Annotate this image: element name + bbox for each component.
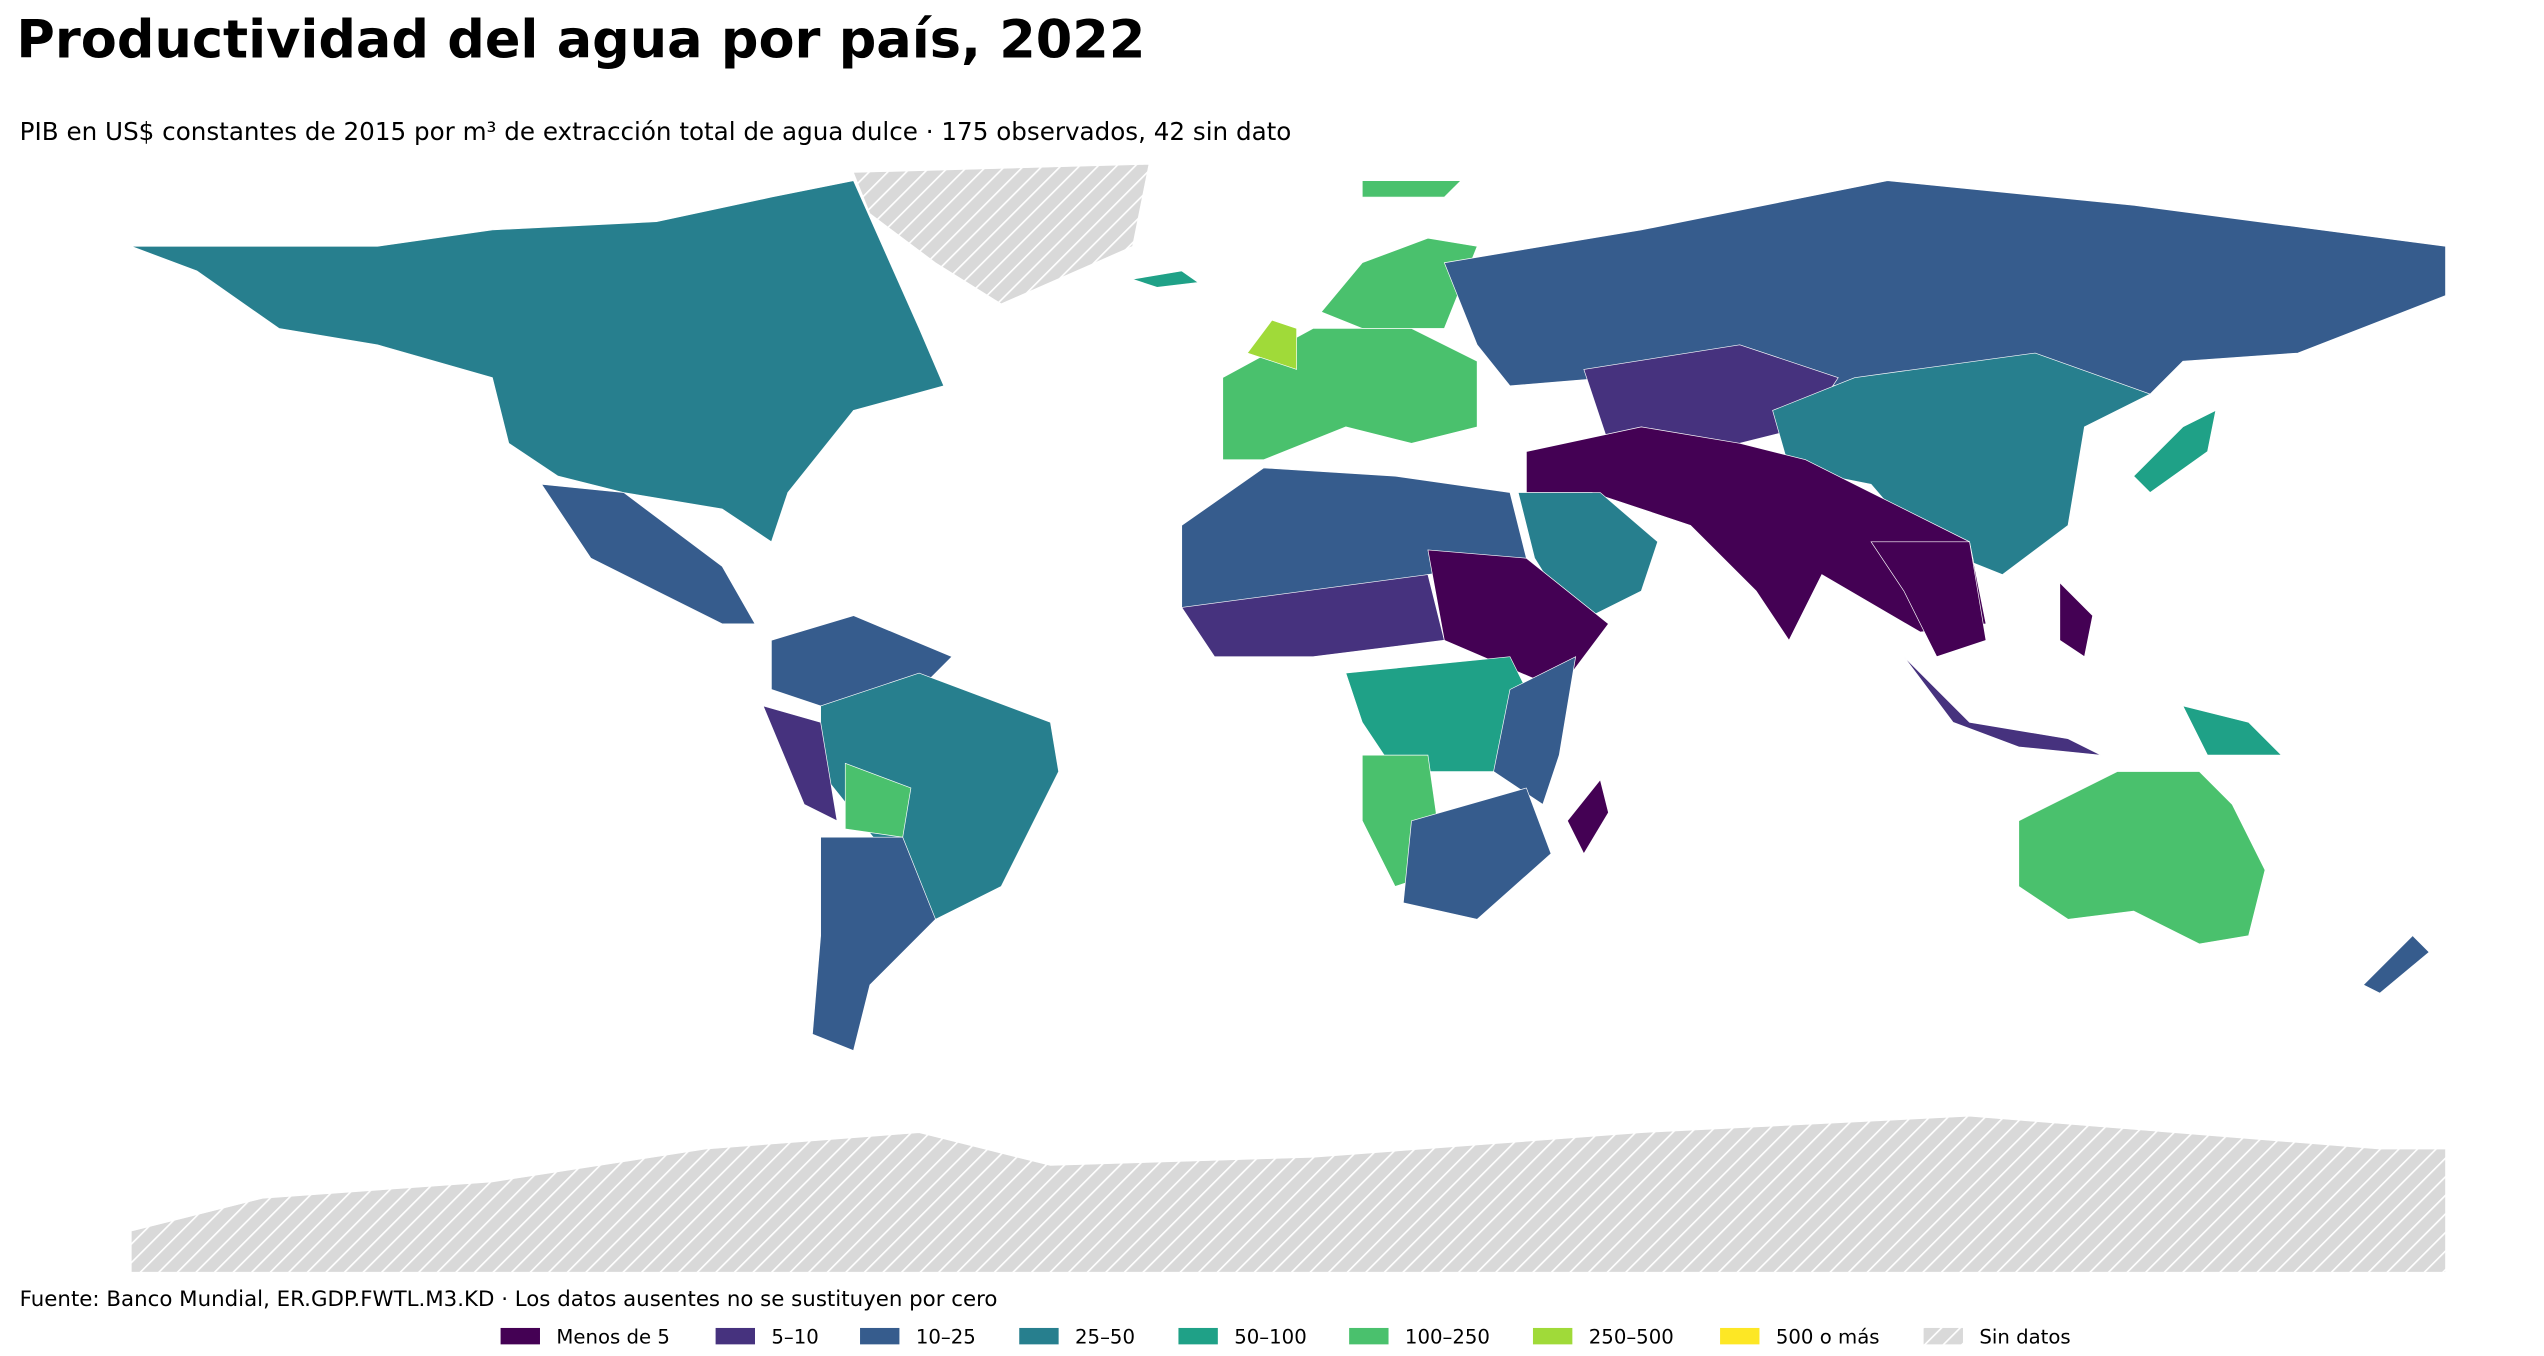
country [1526, 426, 1987, 641]
country [2133, 409, 2217, 493]
legend-swatch [1349, 1327, 1389, 1345]
legend-swatch [1178, 1327, 1218, 1345]
country [1443, 180, 2446, 403]
country [1517, 492, 1659, 625]
country [812, 836, 936, 1052]
country [1320, 237, 1478, 329]
country [852, 163, 1150, 305]
legend-swatch [860, 1327, 900, 1345]
map [130, 163, 2446, 1273]
legend-swatch [715, 1327, 755, 1345]
country [1870, 541, 1987, 658]
country [1402, 787, 1552, 920]
country [2018, 771, 2266, 945]
subtitle: PIB en US$ constantes de 2015 por m³ de … [20, 117, 1292, 146]
country [1903, 656, 2101, 756]
title: Productividad del agua por país, 2022 [16, 9, 1145, 70]
legend-label: 100–250 [1405, 1325, 1490, 1348]
legend-swatch [1923, 1327, 1963, 1345]
source-note: Fuente: Banco Mundial, ER.GDP.FWTL.M3.KD… [20, 1287, 998, 1312]
country [762, 705, 838, 822]
country [131, 180, 945, 543]
country [1493, 656, 1577, 805]
country [130, 1115, 2446, 1273]
country [1427, 549, 1609, 690]
legend-label: 250–500 [1589, 1325, 1674, 1348]
legend-label: 5–10 [771, 1325, 818, 1348]
country [1246, 319, 1297, 370]
legend-label: 50–100 [1234, 1325, 1306, 1348]
legend-label: 25–50 [1075, 1325, 1135, 1348]
country [540, 483, 756, 625]
country [1567, 779, 1609, 855]
legend-swatch [1019, 1327, 1059, 1345]
legend-label: 10–25 [916, 1325, 976, 1348]
legend-swatch [500, 1327, 540, 1345]
legend: Menos de 5 5–10 10–25 25–50 50–100 100–250 250… [500, 1325, 2071, 1348]
country [820, 672, 1059, 920]
legend-swatch [1532, 1327, 1573, 1345]
legend-label: 500 o más [1776, 1325, 1880, 1348]
country [1361, 180, 1462, 198]
country [2059, 582, 2094, 658]
country [1181, 574, 1445, 657]
country [2362, 935, 2430, 994]
legend-swatch [1720, 1327, 1760, 1345]
country [2182, 705, 2283, 756]
legend-label: Sin datos [1979, 1325, 2070, 1348]
legend-label: Menos de 5 [556, 1325, 670, 1348]
country [1132, 270, 1200, 288]
